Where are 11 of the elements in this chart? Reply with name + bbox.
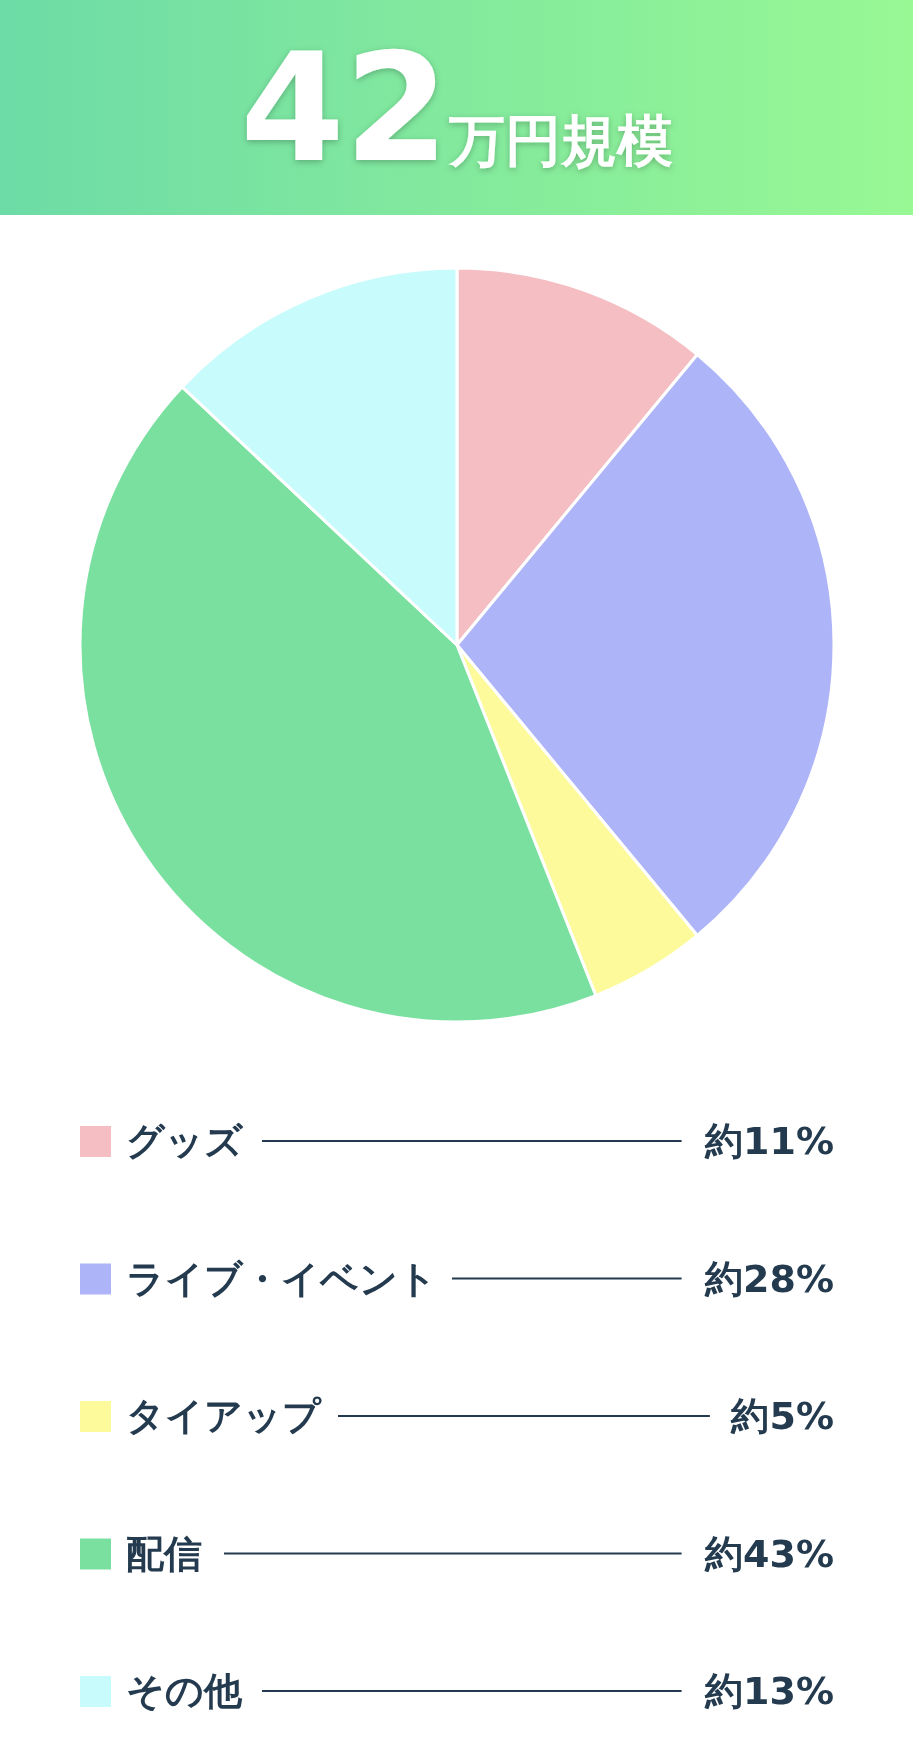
data-label: 約43% xyxy=(704,1531,834,1576)
legend-label: グッズ xyxy=(126,1119,244,1164)
legend-label: タイアップ xyxy=(126,1394,322,1439)
data-label: 約11% xyxy=(704,1119,834,1164)
data-label: 約28% xyxy=(704,1256,834,1301)
data-label: 約13% xyxy=(704,1669,834,1714)
chart-title: 42万円規模 xyxy=(240,21,673,195)
data-label: 約5% xyxy=(730,1394,834,1439)
legend-label: 配信 xyxy=(126,1531,202,1576)
legend-label: その他 xyxy=(126,1669,243,1714)
legend-label: ライブ・イベント xyxy=(126,1256,437,1301)
